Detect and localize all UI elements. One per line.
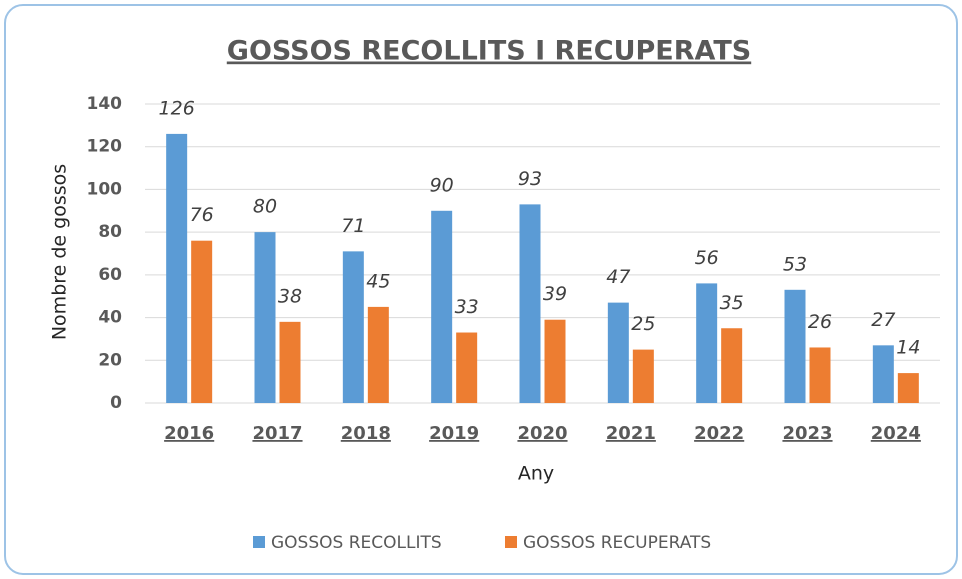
value-label: 53 — [783, 253, 807, 275]
value-label: 56 — [695, 247, 719, 269]
value-label: 14 — [896, 337, 920, 359]
x-tick-label: 2020 — [517, 423, 567, 444]
x-tick-label: 2022 — [694, 423, 744, 444]
bar — [367, 306, 389, 403]
bar — [809, 347, 831, 403]
value-label: 71 — [341, 215, 365, 237]
bar — [431, 210, 453, 403]
value-label: 35 — [720, 292, 744, 314]
y-tick-label: 40 — [98, 308, 122, 328]
value-label: 126 — [159, 97, 195, 119]
value-label: 33 — [455, 296, 479, 318]
bar — [632, 349, 654, 403]
bar — [696, 283, 718, 403]
chart-border — [4, 4, 958, 575]
y-axis-title: Nombre de gossos — [49, 164, 71, 340]
y-tick-label: 120 — [87, 137, 123, 157]
bar — [544, 319, 566, 403]
bar — [279, 321, 301, 403]
bar — [456, 332, 478, 403]
bar — [166, 133, 188, 403]
y-tick-label: 0 — [110, 393, 122, 413]
value-label: 25 — [631, 313, 655, 335]
value-label: 90 — [430, 174, 454, 196]
bar — [607, 302, 629, 403]
chart-title: GOSSOS RECOLLITS I RECUPERATS — [227, 36, 751, 67]
legend-label: GOSSOS RECUPERATS — [523, 533, 711, 553]
bar — [519, 204, 541, 403]
y-tick-label: 100 — [87, 179, 123, 199]
bar — [254, 232, 276, 403]
value-label: 93 — [518, 168, 542, 190]
y-tick-label: 20 — [98, 350, 122, 370]
y-tick-label: 80 — [98, 222, 122, 242]
bar — [721, 328, 743, 403]
x-axis-title: Any — [518, 463, 554, 485]
x-tick-label: 2021 — [606, 423, 656, 444]
value-label: 27 — [871, 309, 895, 331]
bar — [191, 240, 213, 403]
legend-swatch — [505, 536, 517, 548]
x-tick-label: 2023 — [782, 423, 832, 444]
bar — [784, 289, 806, 403]
value-label: 47 — [606, 266, 630, 288]
x-tick-label: 2024 — [871, 423, 921, 444]
bar — [897, 373, 919, 403]
legend-label: GOSSOS RECOLLITS — [271, 533, 442, 553]
value-label: 45 — [366, 270, 390, 292]
value-label: 26 — [808, 311, 832, 333]
x-tick-label: 2016 — [164, 423, 214, 444]
x-tick-label: 2019 — [429, 423, 479, 444]
y-tick-label: 60 — [98, 265, 122, 285]
value-label: 38 — [278, 285, 302, 307]
x-tick-label: 2018 — [341, 423, 391, 444]
y-tick-label: 140 — [87, 94, 123, 114]
legend-swatch — [253, 536, 265, 548]
bar — [872, 345, 894, 403]
value-label: 76 — [190, 204, 214, 226]
x-tick-label: 2017 — [252, 423, 302, 444]
bar — [342, 251, 364, 403]
value-label: 39 — [543, 283, 567, 305]
value-label: 80 — [253, 196, 277, 218]
